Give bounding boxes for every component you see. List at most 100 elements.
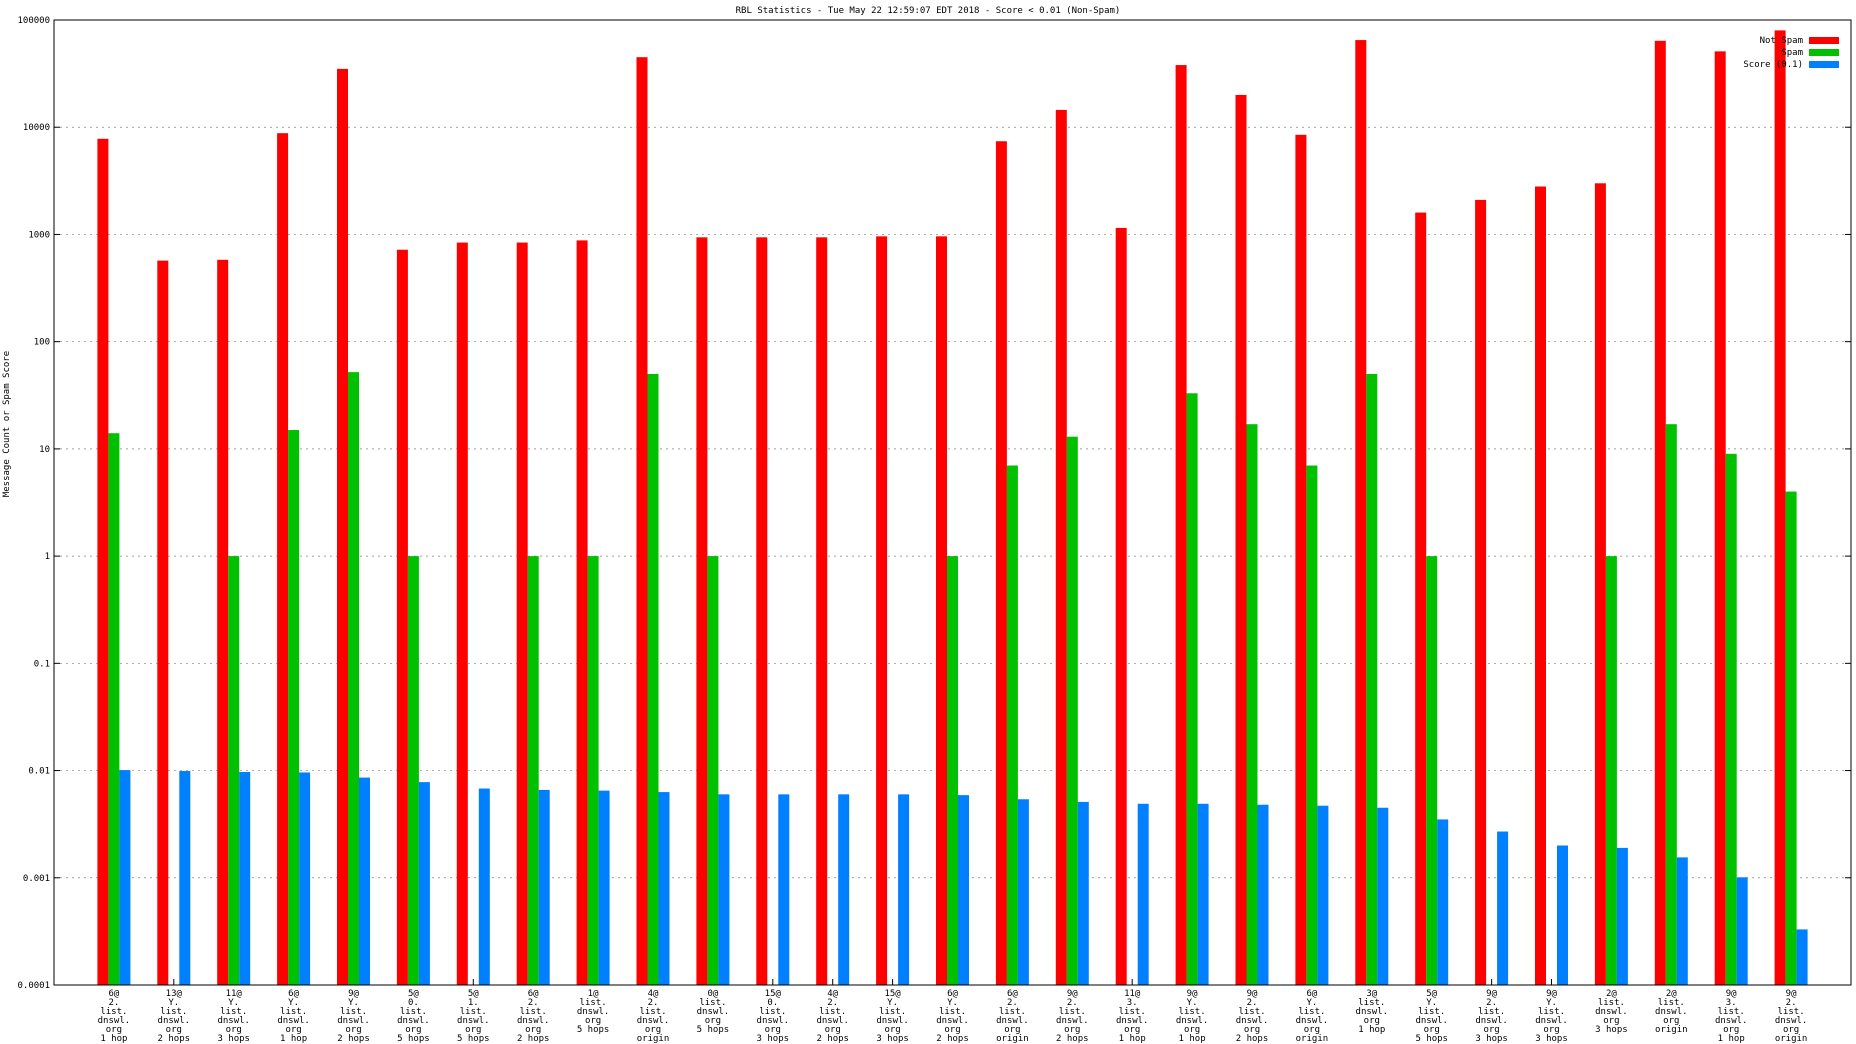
y-tick-label: 10: [39, 445, 50, 455]
bar-not-spam: [1714, 51, 1726, 985]
bar-score-0-1: [538, 789, 550, 985]
bar-score-0-1: [838, 794, 850, 985]
y-tick-label: 1000: [28, 230, 50, 240]
y-tick-label: 100000: [17, 16, 50, 26]
x-tick-label: 9@ Y. list. dnswl. org 1 hop: [1176, 989, 1209, 1044]
y-tick-label: 10000: [23, 123, 50, 133]
bar-score-0-1: [1017, 799, 1029, 985]
bar-score-0-1: [658, 792, 670, 985]
x-tick-label: 9@ Y. list. dnswl. org 2 hops: [337, 989, 370, 1044]
x-tick-label: 6@ 2. list. dnswl. org 1 hop: [98, 989, 131, 1044]
bar-not-spam: [876, 236, 888, 986]
bar-spam: [1665, 424, 1677, 985]
bar-score-0-1: [179, 771, 191, 985]
bar-spam: [647, 373, 659, 985]
x-tick-label: 6@ Y. list. dnswl. org origin: [1296, 989, 1329, 1044]
x-tick-label: 9@ 2. list. dnswl. org 2 hops: [1056, 989, 1089, 1044]
legend: Not Spam Spam Score (0.1): [1743, 36, 1839, 70]
bar-score-0-1: [958, 795, 969, 985]
bar-not-spam: [576, 240, 588, 985]
bar-not-spam: [157, 260, 169, 985]
x-tick-label: 2@ list. dnswl. org origin: [1655, 989, 1688, 1035]
legend-label: Score (0.1): [1743, 60, 1803, 70]
legend-label: Spam: [1781, 48, 1803, 58]
bar-not-spam: [696, 237, 708, 985]
bar-score-0-1: [239, 771, 251, 985]
bar-score-0-1: [1317, 805, 1329, 985]
x-tick-label: 11@ 3. list. dnswl. org 1 hop: [1116, 989, 1149, 1044]
bar-not-spam: [1475, 199, 1487, 985]
bar-not-spam: [1235, 94, 1247, 985]
bar-not-spam: [1535, 186, 1546, 986]
bar-spam: [407, 556, 419, 985]
bar-score-0-1: [1676, 857, 1688, 985]
x-tick-label: 6@ Y. list. dnswl. org 2 hops: [936, 989, 969, 1044]
x-tick-label: 9@ Y. list. dnswl. org 3 hops: [1535, 989, 1568, 1044]
bar-score-0-1: [778, 794, 790, 985]
bar-spam: [1066, 436, 1078, 985]
bar-not-spam: [396, 249, 408, 985]
bar-spam: [587, 556, 599, 985]
bar-spam: [1725, 453, 1737, 985]
plot-frame: [53, 19, 1852, 986]
bar-spam: [348, 372, 359, 985]
bars-layer: [97, 30, 1808, 986]
bar-spam: [1306, 465, 1318, 986]
bar-score-0-1: [1377, 807, 1389, 985]
bar-not-spam: [217, 259, 229, 986]
bar-score-0-1: [1497, 831, 1509, 985]
bar-score-0-1: [1616, 847, 1628, 985]
y-tick-label: 0.1: [34, 659, 50, 669]
bar-spam: [1426, 556, 1438, 985]
bar-not-spam: [337, 68, 348, 985]
x-tick-label: 5@ 1. list. dnswl. org 5 hops: [457, 989, 490, 1044]
x-tick-label: 9@ 3. list. dnswl. org 1 hop: [1715, 989, 1748, 1044]
bar-spam: [1785, 491, 1797, 985]
bar-score-0-1: [1257, 804, 1269, 985]
x-tick-label: 6@ Y. list. dnswl. org 1 hop: [277, 989, 310, 1044]
legend-swatch-not-spam: [1809, 37, 1839, 44]
x-tick-label: 5@ 0. list. dnswl. org 5 hops: [397, 989, 430, 1044]
bar-spam: [1366, 373, 1378, 985]
bar-not-spam: [995, 141, 1007, 986]
bar-score-0-1: [1077, 801, 1089, 985]
bar-not-spam: [936, 236, 947, 986]
bar-score-0-1: [1557, 845, 1568, 985]
bar-not-spam: [1774, 30, 1786, 985]
legend-swatch-score-0-1: [1809, 61, 1839, 68]
x-tick-label: 11@ Y. list. dnswl. org 3 hops: [217, 989, 250, 1044]
bar-score-0-1: [418, 782, 430, 985]
y-tick-label: 1: [45, 552, 50, 562]
y-tick-label: 0.01: [28, 767, 50, 777]
x-tick-label: 5@ Y. list. dnswl. org 5 hops: [1415, 989, 1448, 1044]
bar-score-0-1: [1137, 803, 1149, 985]
x-tick-label: 3@ list. dnswl. org 1 hop: [1356, 989, 1389, 1035]
y-tick-label: 100: [34, 338, 50, 348]
bar-score-0-1: [718, 794, 730, 985]
bar-spam: [947, 556, 958, 985]
bar-spam: [1186, 393, 1198, 985]
x-tick-label: 6@ 2. list. dnswl. org origin: [996, 989, 1029, 1044]
x-tick-label: 13@ Y. list. dnswl. org 2 hops: [158, 989, 191, 1044]
bar-not-spam: [277, 133, 289, 985]
y-axis-label: Message Count or Spam Score: [2, 351, 12, 497]
y-tick-labels: 0.0001 0.001 0.01 0.1 1 10 100 1000 10000 100000: [17, 16, 50, 991]
bar-not-spam: [1654, 40, 1666, 986]
x-tick-label: 0@ list. dnswl. org 5 hops: [697, 989, 730, 1035]
bar-spam: [288, 430, 300, 985]
bar-not-spam: [1355, 40, 1367, 986]
bar-not-spam: [636, 57, 648, 985]
bar-not-spam: [1415, 212, 1427, 986]
bar-spam: [527, 556, 539, 985]
bar-spam: [228, 556, 240, 985]
x-tick-label: 9@ 2. list. dnswl. org origin: [1775, 989, 1808, 1044]
bar-spam: [707, 556, 719, 985]
bar-score-0-1: [119, 770, 131, 985]
bar-score-0-1: [898, 794, 910, 985]
bar-not-spam: [1115, 227, 1127, 986]
x-tick-label: 15@ 0. list. dnswl. org 3 hops: [757, 989, 790, 1044]
bar-score-0-1: [1197, 803, 1209, 985]
bar-score-0-1: [359, 777, 370, 985]
x-tick-label: 6@ 2. list. dnswl. org 2 hops: [517, 989, 550, 1044]
